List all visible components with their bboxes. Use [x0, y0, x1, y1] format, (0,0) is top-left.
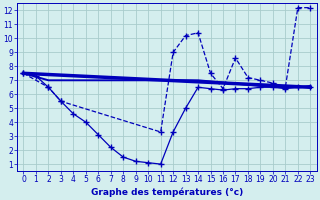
X-axis label: Graphe des températures (°c): Graphe des températures (°c) [91, 187, 243, 197]
